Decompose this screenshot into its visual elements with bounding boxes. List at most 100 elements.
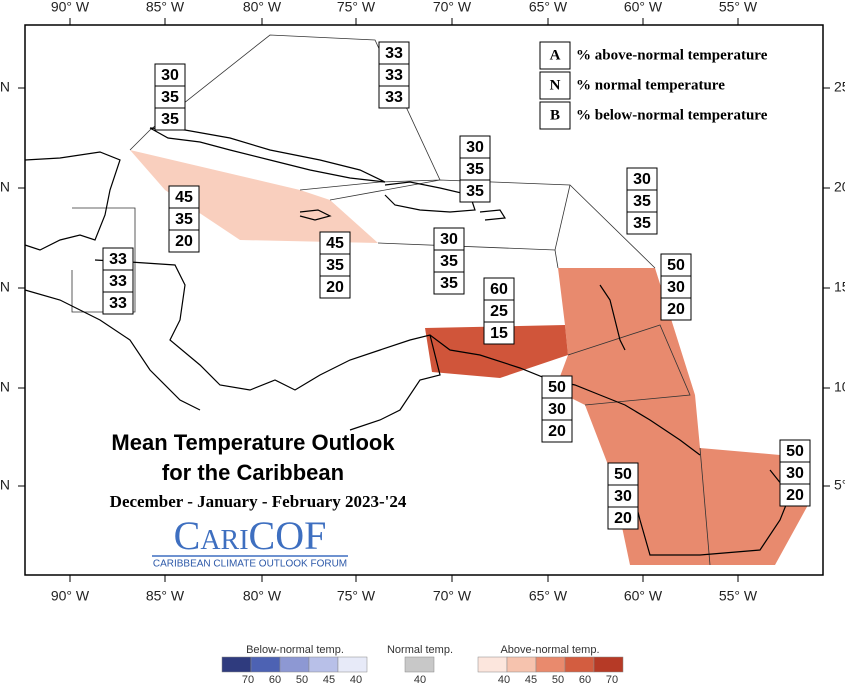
- lon-label: 65° W: [529, 588, 568, 604]
- prob-value: 45: [175, 189, 193, 206]
- legend-key-box: [539, 41, 571, 70]
- prob-value: 33: [385, 89, 403, 106]
- prob-box: [154, 107, 186, 131]
- prob-value: 35: [326, 257, 344, 274]
- legend-key-box: [539, 101, 571, 130]
- region-border: [699, 447, 711, 566]
- scale-swatch: [404, 656, 435, 673]
- prob-value: 30: [633, 171, 651, 188]
- scale-tick: 70: [242, 674, 254, 684]
- prob-box: [433, 271, 465, 295]
- prob-value: 30: [667, 279, 685, 296]
- prob-value: 25: [490, 303, 508, 320]
- prob-value: 35: [175, 211, 193, 228]
- coastline: [384, 181, 476, 213]
- prob-value: 20: [667, 301, 685, 318]
- prob-value: 35: [440, 275, 458, 292]
- scale-label: Above-normal temp.: [500, 644, 599, 656]
- coastline: [599, 284, 626, 351]
- lat-label: 20: [834, 179, 845, 195]
- scale-tick: 45: [525, 674, 537, 684]
- lon-label: 75° W: [337, 588, 376, 604]
- scale-label: Normal temp.: [387, 644, 453, 656]
- prob-box: [168, 229, 200, 253]
- lon-label: 55° W: [719, 588, 758, 604]
- coastline: [479, 209, 507, 221]
- legend-key: B: [550, 107, 560, 123]
- scale-swatch: [250, 656, 281, 673]
- legend-background: [537, 38, 812, 132]
- scale-tick: 60: [579, 674, 591, 684]
- lon-label: 85° W: [146, 0, 185, 15]
- prob-value: 33: [109, 295, 127, 312]
- prob-box: [779, 483, 811, 507]
- lon-label: 60° W: [624, 0, 663, 15]
- coastline: [149, 127, 386, 183]
- lon-label: 80° W: [243, 0, 282, 15]
- prob-value: 33: [385, 67, 403, 84]
- prob-value: 35: [633, 193, 651, 210]
- prob-value: 20: [326, 279, 344, 296]
- scale-tick: 40: [350, 674, 362, 684]
- scale-swatch: [279, 656, 310, 673]
- prob-value: 50: [614, 466, 632, 483]
- title: for the Caribbean: [162, 460, 344, 485]
- scale-swatch: [506, 656, 537, 673]
- period: December - January - February 2023-'24: [110, 492, 407, 511]
- lat-label: 15: [834, 279, 845, 295]
- prob-value: 30: [786, 465, 804, 482]
- logo-tagline: CARIBBEAN CLIMATE OUTLOOK FORUM: [153, 559, 347, 570]
- scale-tick: 40: [414, 674, 426, 684]
- lon-label: 85° W: [146, 588, 185, 604]
- legend: [537, 38, 812, 132]
- prob-value: 30: [440, 231, 458, 248]
- prob-value: 33: [109, 251, 127, 268]
- scale-tick: 45: [323, 674, 335, 684]
- prob-box: [459, 179, 491, 203]
- prob-box: [541, 419, 573, 443]
- legend-key: A: [550, 47, 561, 63]
- lon-label: 60° W: [624, 588, 663, 604]
- legend-key: N: [550, 77, 561, 93]
- prob-value: 20: [548, 423, 566, 440]
- lat-label: N: [0, 379, 10, 395]
- prob-box: [626, 211, 658, 235]
- lon-label: 70° W: [433, 0, 472, 15]
- region-border: [71, 207, 136, 313]
- prob-value: 30: [614, 488, 632, 505]
- prob-value: 35: [466, 161, 484, 178]
- prob-value: 50: [548, 379, 566, 396]
- scale-tick: 70: [606, 674, 618, 684]
- lat-label: 10: [834, 379, 845, 395]
- scale-swatch: [308, 656, 339, 673]
- prob-box: [102, 291, 134, 315]
- prob-box: [483, 321, 515, 345]
- scale-tick: 40: [498, 674, 510, 684]
- map-frame: [24, 24, 824, 576]
- scale-swatch: [337, 656, 368, 673]
- coastline: [24, 151, 121, 251]
- prob-value: 33: [109, 273, 127, 290]
- scale-label: Below-normal temp.: [246, 644, 344, 656]
- lat-label: 5°: [834, 477, 845, 493]
- scale-swatch: [564, 656, 595, 673]
- legend-label: % below-normal temperature: [576, 107, 768, 123]
- coastline: [349, 334, 441, 431]
- prob-value: 35: [440, 253, 458, 270]
- prob-box: [378, 85, 410, 109]
- lat-label: N: [0, 79, 10, 95]
- prob-value: 20: [786, 487, 804, 504]
- prob-value: 33: [385, 45, 403, 62]
- prob-value: 30: [466, 139, 484, 156]
- prob-value: 30: [161, 67, 179, 84]
- prob-box: [607, 506, 639, 530]
- prob-value: 35: [466, 183, 484, 200]
- lon-label: 55° W: [719, 0, 758, 15]
- prob-value: 20: [175, 233, 193, 250]
- prob-box: [660, 297, 692, 321]
- scale-swatch: [535, 656, 566, 673]
- prob-value: 35: [633, 215, 651, 232]
- region-border: [554, 249, 559, 269]
- coastline: [299, 209, 332, 221]
